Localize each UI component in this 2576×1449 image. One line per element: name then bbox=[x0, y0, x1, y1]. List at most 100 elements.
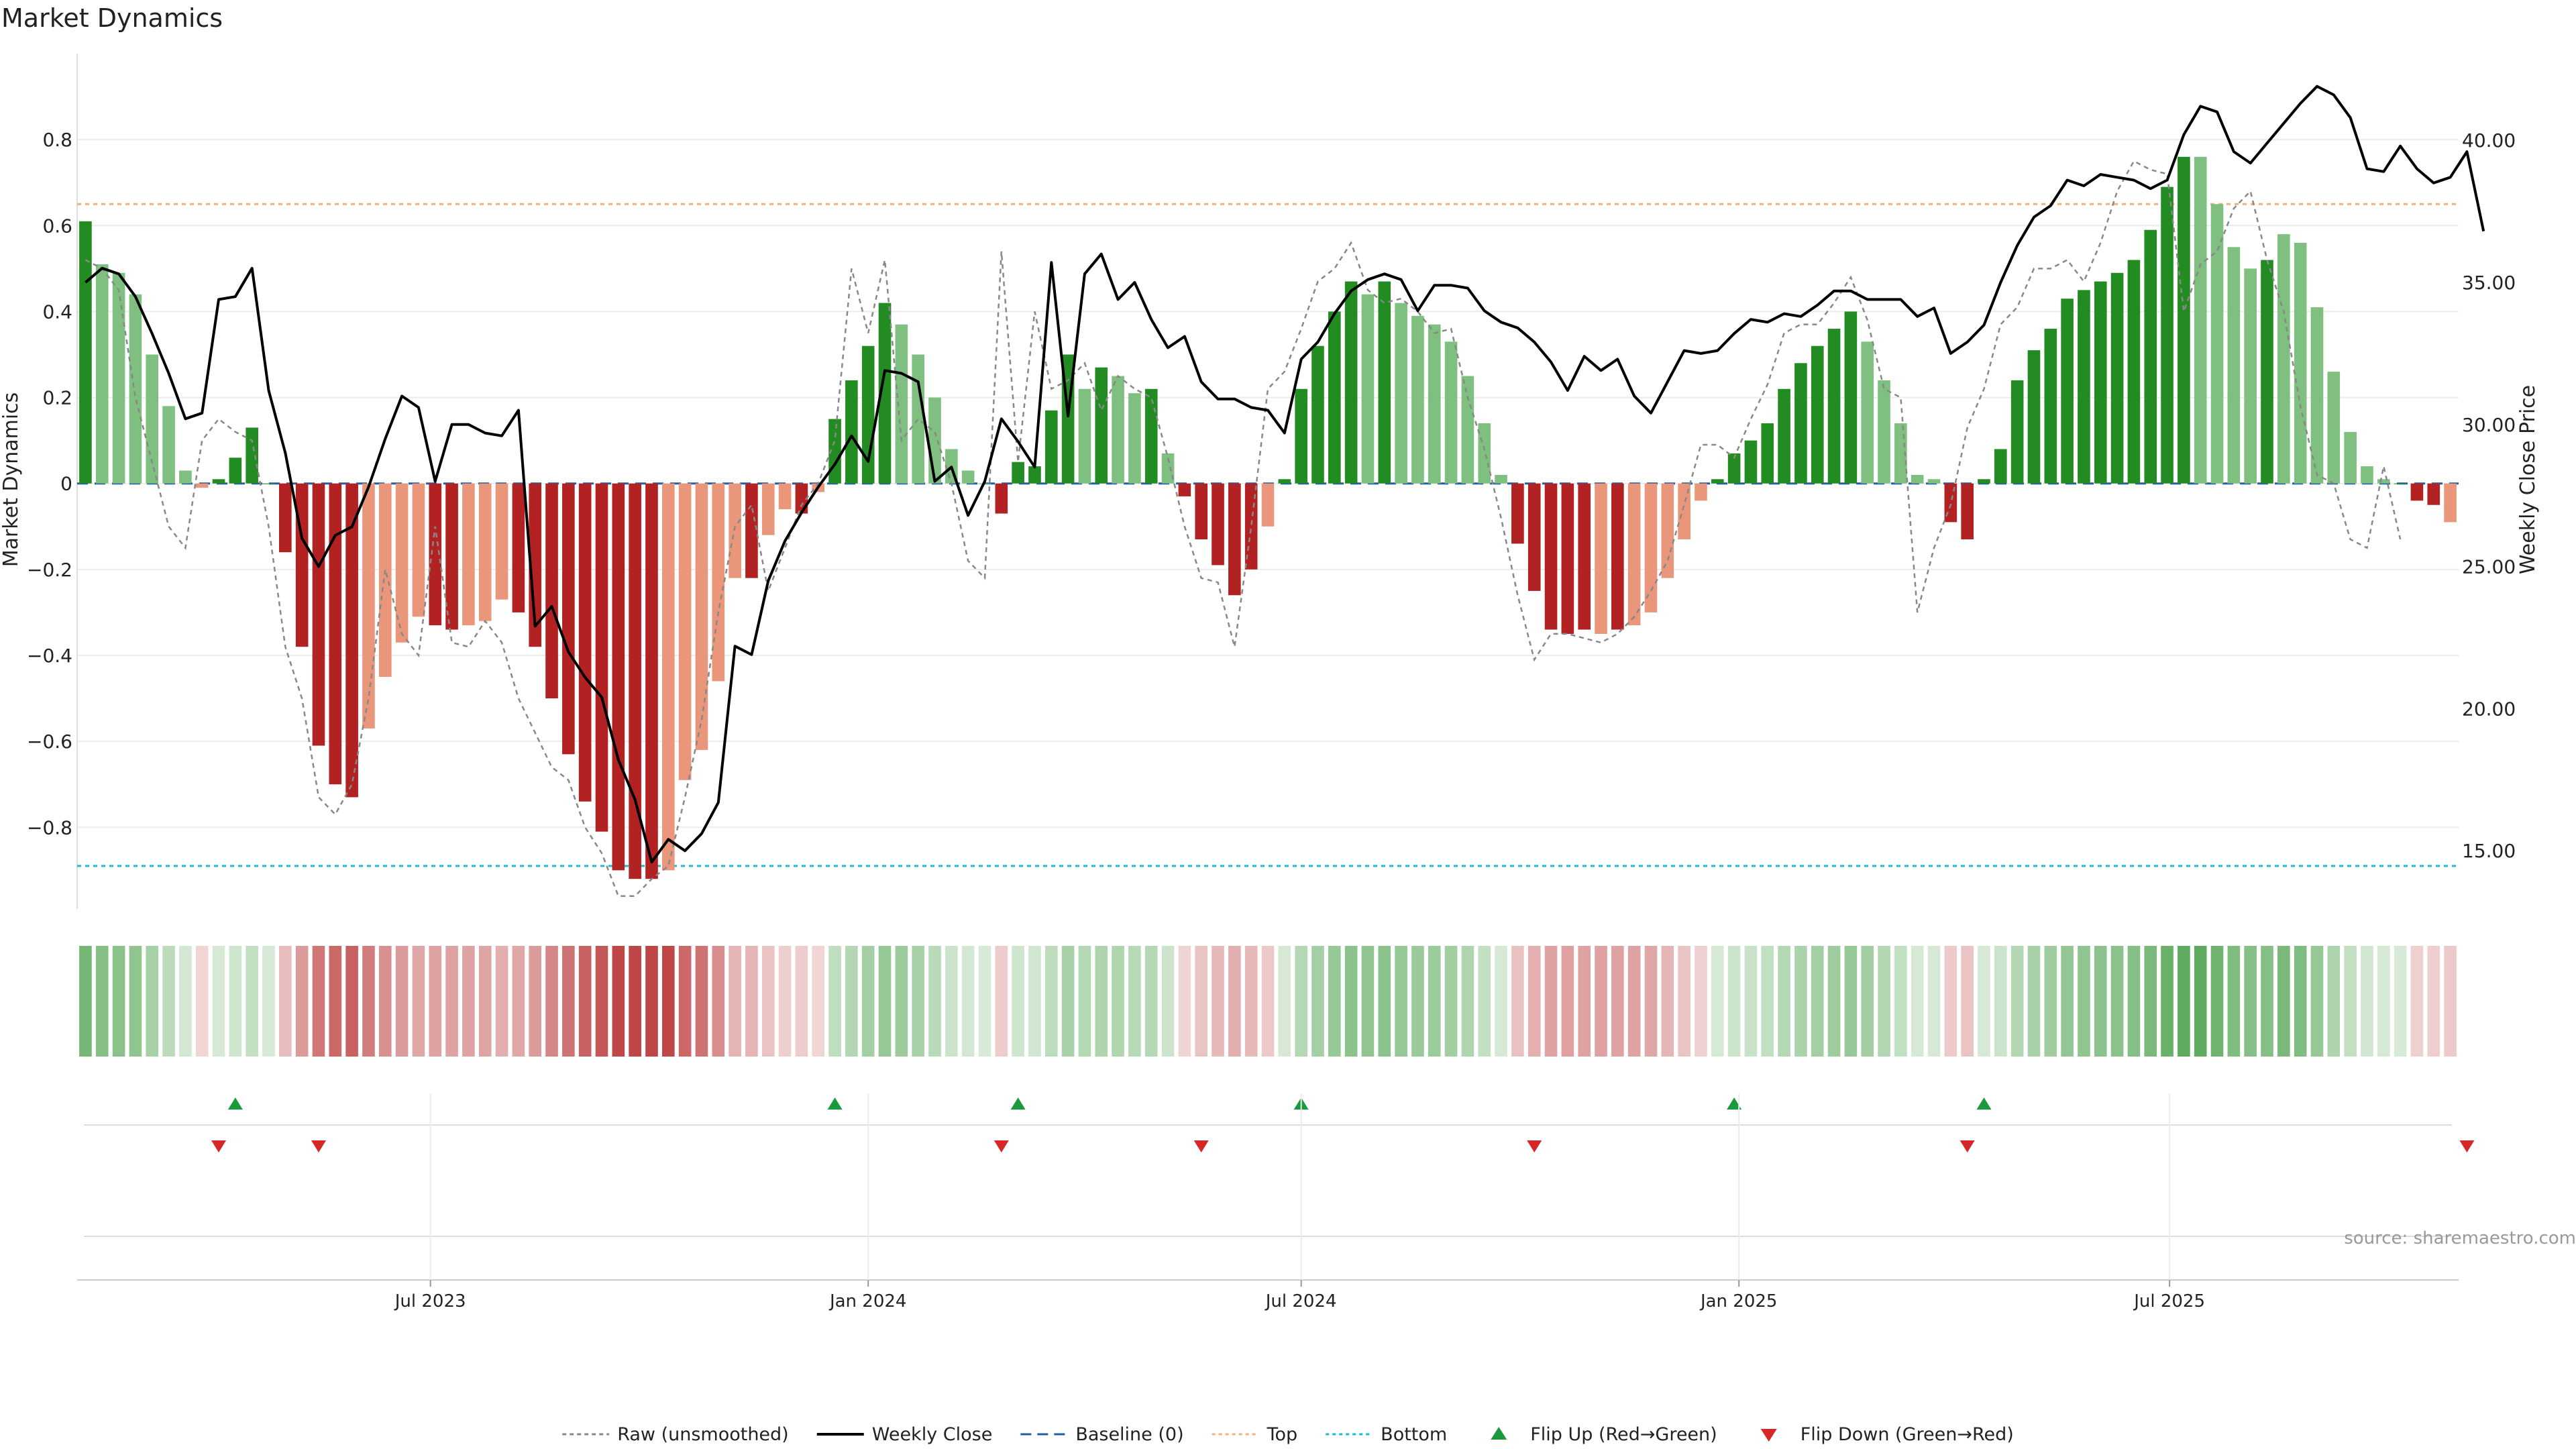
heat-cell bbox=[1794, 946, 1807, 1057]
heat-cell bbox=[362, 946, 375, 1057]
dynamics-bar bbox=[1495, 474, 1507, 484]
heat-cell bbox=[1228, 946, 1241, 1057]
dynamics-bar bbox=[761, 483, 775, 535]
x-tick-label: Jul 2025 bbox=[2133, 1291, 2205, 1311]
close-series bbox=[85, 85, 2485, 864]
heat-cell bbox=[1711, 946, 1724, 1057]
dynamics-bar bbox=[1611, 483, 1624, 630]
heat-cell bbox=[612, 946, 625, 1057]
heat-cell bbox=[329, 946, 342, 1057]
heat-cell bbox=[1161, 946, 1175, 1057]
heat-cell bbox=[2027, 946, 2041, 1057]
dynamics-bar bbox=[1844, 311, 1858, 484]
heat-cell bbox=[2377, 946, 2390, 1057]
dynamics-bar bbox=[2377, 479, 2390, 484]
dynamics-bar bbox=[878, 303, 892, 484]
dynamics-bar bbox=[2310, 307, 2324, 484]
dynamics-bar bbox=[478, 483, 492, 621]
heat-cell bbox=[1295, 946, 1307, 1057]
heat-cell bbox=[429, 946, 442, 1057]
dynamics-bar bbox=[129, 294, 142, 484]
heat-cell bbox=[1395, 946, 1407, 1057]
heat-cell bbox=[412, 946, 425, 1057]
legend-label: Flip Up (Red→Green) bbox=[1530, 1424, 1717, 1445]
dynamics-bar bbox=[279, 483, 292, 553]
regime-heat-strip bbox=[79, 946, 2457, 1057]
source-note: source: sharemaestro.com bbox=[2344, 1228, 2576, 1248]
heat-cell bbox=[945, 946, 958, 1057]
dynamics-bar bbox=[595, 483, 608, 832]
heat-cell bbox=[179, 946, 192, 1057]
dynamics-bar bbox=[629, 483, 641, 879]
heat-cell bbox=[146, 946, 159, 1057]
dynamics-bar bbox=[195, 483, 209, 488]
heat-cell bbox=[2294, 946, 2307, 1057]
dynamics-bar bbox=[1428, 324, 1441, 484]
heat-cell bbox=[2261, 946, 2273, 1057]
flip-markers bbox=[77, 1097, 2475, 1281]
legend-label: Flip Down (Green→Red) bbox=[1801, 1424, 2014, 1445]
heat-cell bbox=[2127, 946, 2141, 1057]
heat-cell bbox=[2244, 946, 2257, 1057]
heat-cell bbox=[2427, 946, 2440, 1057]
legend-item: Raw (unsmoothed) bbox=[562, 1424, 789, 1445]
heat-cell bbox=[1478, 946, 1491, 1057]
y-tick-label: 0.6 bbox=[42, 215, 72, 237]
dynamics-bar bbox=[1112, 376, 1124, 484]
dynamics-bar bbox=[1561, 483, 1574, 634]
heat-cell bbox=[1527, 946, 1541, 1057]
heat-cell bbox=[2394, 946, 2407, 1057]
dynamics-bar bbox=[2178, 156, 2190, 484]
heat-cell bbox=[1511, 946, 1524, 1057]
heat-cell bbox=[1461, 946, 1474, 1057]
heat-cell bbox=[695, 946, 708, 1057]
dynamics-bar bbox=[445, 483, 458, 630]
heat-cell bbox=[1144, 946, 1158, 1057]
heat-cell bbox=[812, 946, 825, 1057]
dynamics-bar bbox=[2010, 380, 2024, 484]
dynamics-bar bbox=[2427, 483, 2440, 505]
heat-cell bbox=[246, 946, 258, 1057]
flip-up-marker bbox=[1727, 1097, 1742, 1110]
dynamics-bar bbox=[529, 483, 542, 647]
dynamics-bar bbox=[895, 324, 908, 484]
dynamics-bar bbox=[1911, 474, 1924, 484]
dynamics-bar bbox=[2210, 204, 2224, 484]
dynamics-bar bbox=[1095, 367, 1108, 484]
dynamics-bar bbox=[1578, 483, 1591, 630]
heat-cell bbox=[1578, 946, 1591, 1057]
dynamics-bar bbox=[2044, 329, 2057, 484]
dynamics-bar bbox=[1128, 393, 1141, 484]
heat-cell bbox=[1095, 946, 1108, 1057]
heat-cell bbox=[1244, 946, 1258, 1057]
dynamics-bar bbox=[1711, 479, 1724, 484]
legend-item: Baseline (0) bbox=[1020, 1424, 1184, 1445]
heat-cell bbox=[661, 946, 675, 1057]
dynamics-bar bbox=[2344, 431, 2357, 484]
flip-down-marker bbox=[1960, 1140, 1975, 1152]
legend-label: Raw (unsmoothed) bbox=[617, 1424, 789, 1445]
heat-cell bbox=[2444, 946, 2457, 1057]
flip-up-marker bbox=[227, 1097, 243, 1110]
dynamics-bar bbox=[212, 479, 225, 484]
dynamics-bar bbox=[1378, 281, 1391, 484]
heat-cell bbox=[895, 946, 908, 1057]
heat-cell bbox=[745, 946, 758, 1057]
dynamics-bar bbox=[2027, 350, 2041, 484]
heat-cell bbox=[2094, 946, 2107, 1057]
legend-item: Top bbox=[1212, 1424, 1297, 1445]
heat-cell bbox=[1544, 946, 1558, 1057]
dynamics-bar bbox=[512, 483, 525, 612]
heat-cell bbox=[445, 946, 458, 1057]
heat-cell bbox=[262, 946, 275, 1057]
heat-cell bbox=[1261, 946, 1275, 1057]
dynamics-bar bbox=[678, 483, 692, 780]
dynamics-bar bbox=[1461, 376, 1474, 484]
dynamics-bar bbox=[1212, 483, 1224, 566]
heat-cell bbox=[1344, 946, 1358, 1057]
flip-down-marker bbox=[1193, 1140, 1209, 1152]
chart-title: Market Dynamics bbox=[1, 3, 223, 33]
dynamics-bar bbox=[1811, 345, 1824, 484]
heat-cell bbox=[1678, 946, 1690, 1057]
heat-cell bbox=[512, 946, 525, 1057]
